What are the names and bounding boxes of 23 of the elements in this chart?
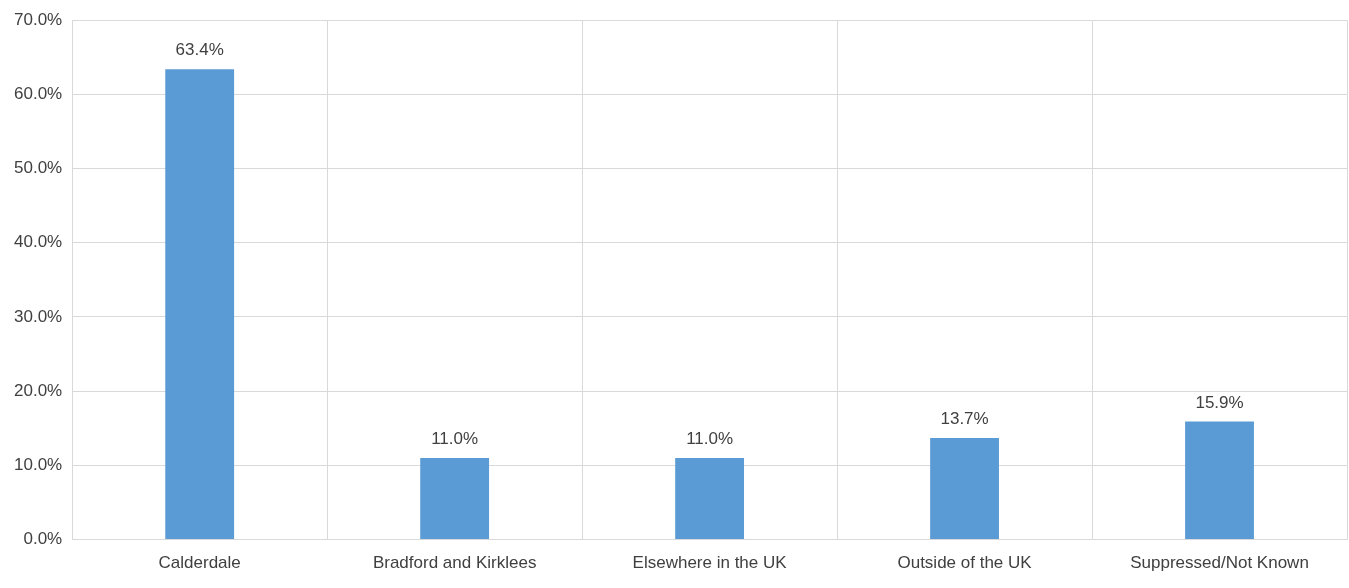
y-tick-label: 20.0% <box>14 380 63 400</box>
y-tick-label: 50.0% <box>14 158 63 178</box>
y-tick-label: 10.0% <box>14 455 63 475</box>
bar <box>675 457 745 540</box>
data-label: 11.0% <box>431 429 479 449</box>
y-tick-label: 70.0% <box>14 9 63 29</box>
y-tick-label: 30.0% <box>14 306 63 326</box>
x-tick-label: Outside of the UK <box>897 553 1033 573</box>
data-label: 13.7% <box>940 409 989 429</box>
x-tick-label: Elsewhere in the UK <box>632 553 788 573</box>
data-label: 11.0% <box>686 429 734 449</box>
y-tick-label: 60.0% <box>14 84 63 104</box>
x-tick-label: Bradford and Kirklees <box>372 553 537 573</box>
bar <box>420 457 490 540</box>
x-tick-label: Calderdale <box>158 553 241 573</box>
bar <box>1185 421 1254 540</box>
y-tick-label: 0.0% <box>23 529 63 549</box>
data-label: 63.4% <box>175 40 224 60</box>
bar <box>930 437 999 540</box>
data-label: 15.9% <box>1195 392 1244 412</box>
bar <box>165 69 235 540</box>
y-tick-label: 40.0% <box>14 232 63 252</box>
x-tick-label: Suppressed/Not Known <box>1130 553 1309 573</box>
